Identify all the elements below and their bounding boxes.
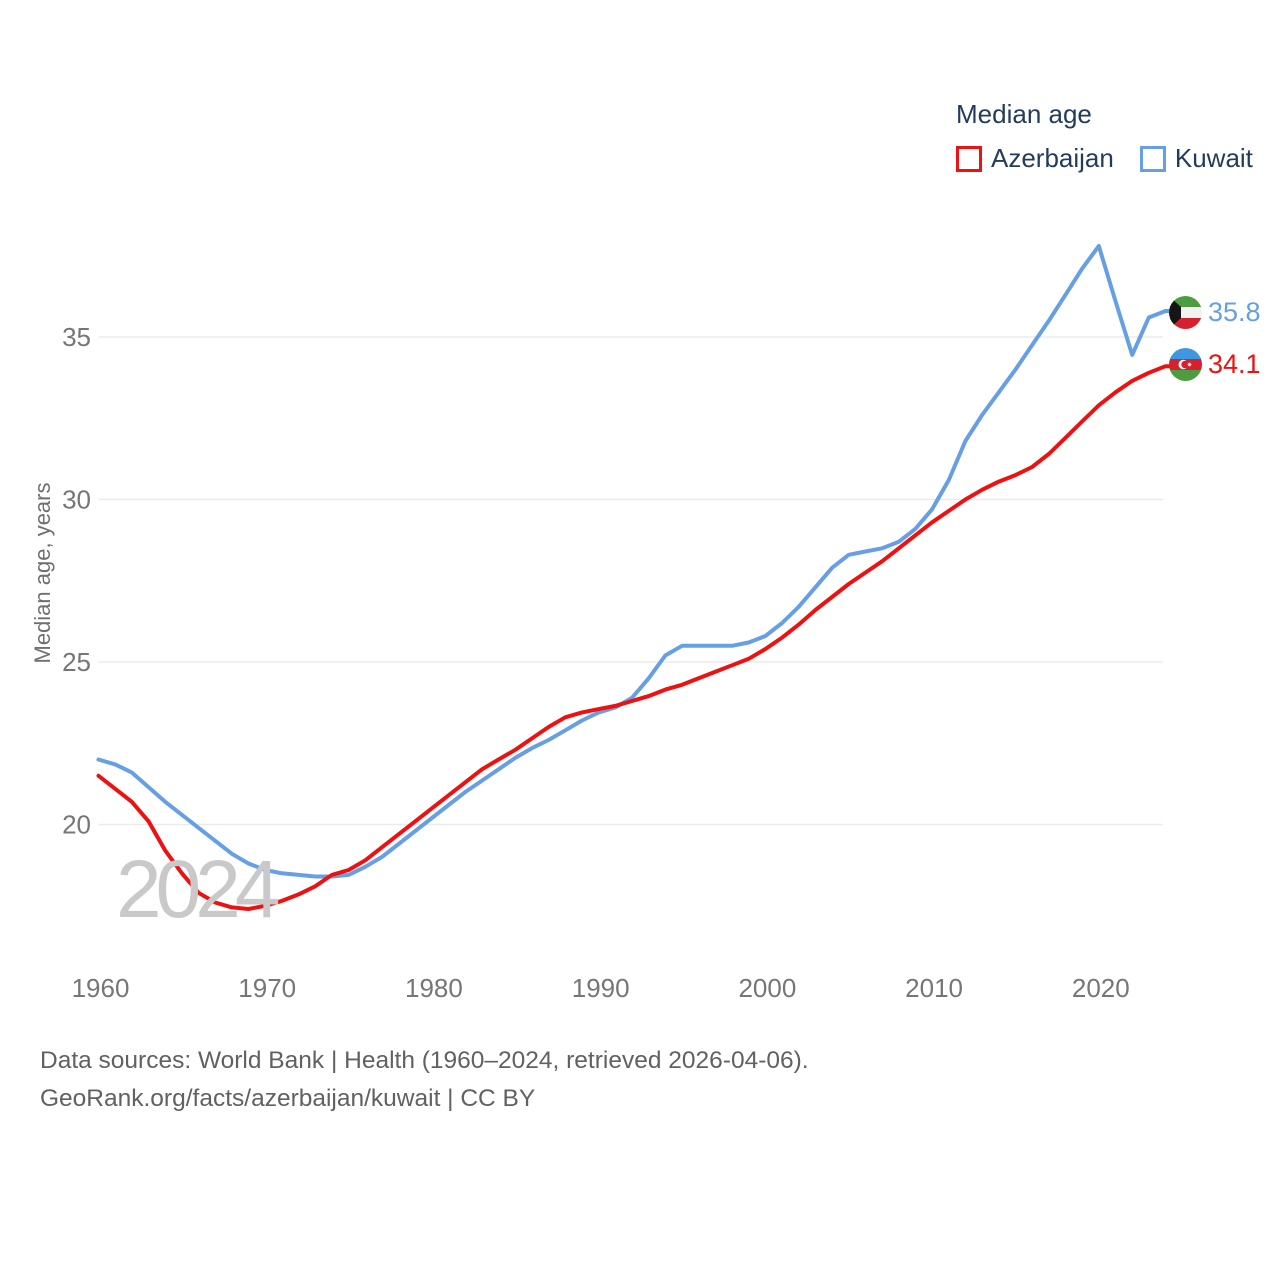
source-line-2: GeoRank.org/facts/azerbaijan/kuwait | CC… xyxy=(40,1085,536,1112)
series-line-kuwait xyxy=(96,244,1173,879)
azerbaijan-series-swatch xyxy=(956,145,982,172)
azerbaijan-end-value: 34.1 xyxy=(1208,349,1261,379)
legend-item-azerbaijan[interactable]: Azerbaijan xyxy=(956,143,1114,174)
y-tick-label-20: 20 xyxy=(62,810,91,840)
kuwait-flag-icon xyxy=(1169,296,1202,329)
kuwait-series-swatch xyxy=(1139,145,1166,172)
legend-label-azerbaijan: Azerbaijan xyxy=(991,143,1114,173)
x-tick-label-1990: 1990 xyxy=(572,973,630,1003)
source-attribution: Data sources: World Bank | Health (1960–… xyxy=(40,1042,809,1118)
y-tick-label-25: 25 xyxy=(62,647,91,677)
kuwait-end-value: 35.8 xyxy=(1208,297,1261,327)
legend-item-kuwait[interactable]: Kuwait xyxy=(1139,143,1253,174)
x-tick-label-2020: 2020 xyxy=(1072,973,1130,1003)
chart-canvas: 20 25 30 35 1960 1970 1980 1990 2000 2010 2020 xyxy=(62,244,1173,1003)
legend-label-kuwait: Kuwait xyxy=(1174,143,1253,173)
source-line-1: Data sources: World Bank | Health (1960–… xyxy=(40,1047,809,1074)
series-line-azerbaijan xyxy=(96,364,1173,911)
x-tick-label-2010: 2010 xyxy=(905,973,963,1003)
legend: Median age Azerbaijan Kuwait xyxy=(956,99,1253,174)
legend-title: Median age xyxy=(956,99,1092,129)
y-axis-title: Median age, years xyxy=(30,482,55,664)
x-tick-label-1970: 1970 xyxy=(238,973,296,1003)
azerbaijan-flag-icon xyxy=(1169,348,1202,381)
watermark-year: 2024 xyxy=(116,844,280,935)
x-tick-label-1980: 1980 xyxy=(405,973,463,1003)
y-tick-label-35: 35 xyxy=(62,322,91,352)
y-tick-label-30: 30 xyxy=(62,485,91,515)
legend-items: Azerbaijan Kuwait xyxy=(956,143,1253,174)
x-tick-label-2000: 2000 xyxy=(738,973,796,1003)
x-tick-label-1960: 1960 xyxy=(72,973,130,1003)
